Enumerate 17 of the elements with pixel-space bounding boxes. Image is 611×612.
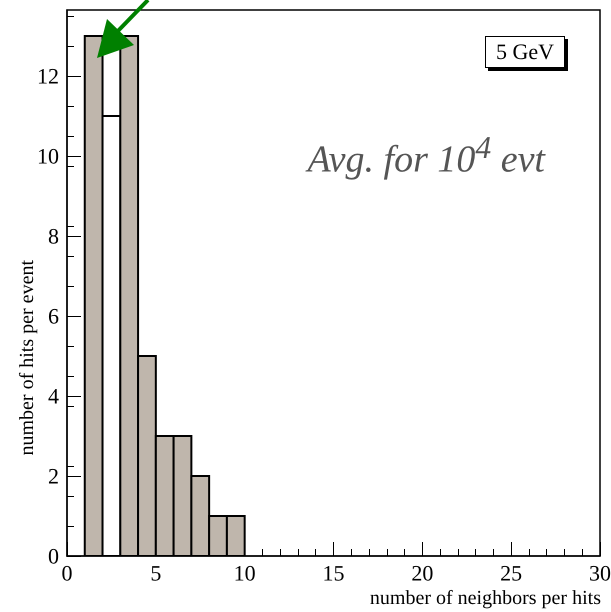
annotation: 5 GeV <box>484 36 565 68</box>
y-tick-label: 0 <box>48 544 59 568</box>
x-tick-label: 10 <box>234 560 256 586</box>
y-tick-label: 12 <box>37 64 59 88</box>
x-axis-title: number of neighbors per hits <box>370 587 602 609</box>
x-tick-label: 25 <box>500 560 522 586</box>
annotation: Avg. for 10$^{4}$ evt <box>308 130 545 182</box>
y-tick-label: 8 <box>48 224 59 248</box>
y-axis-title: number of hits per event <box>16 260 38 456</box>
x-tick-label: 30 <box>589 560 611 586</box>
y-tick-label: 4 <box>48 384 59 408</box>
x-tick-label: 15 <box>322 560 344 586</box>
y-tick-label: 2 <box>48 464 59 488</box>
x-tick-label: 5 <box>150 560 162 586</box>
x-tick-label: 20 <box>411 560 434 586</box>
y-tick-label: 6 <box>48 304 59 328</box>
y-tick-label: 10 <box>37 144 59 168</box>
